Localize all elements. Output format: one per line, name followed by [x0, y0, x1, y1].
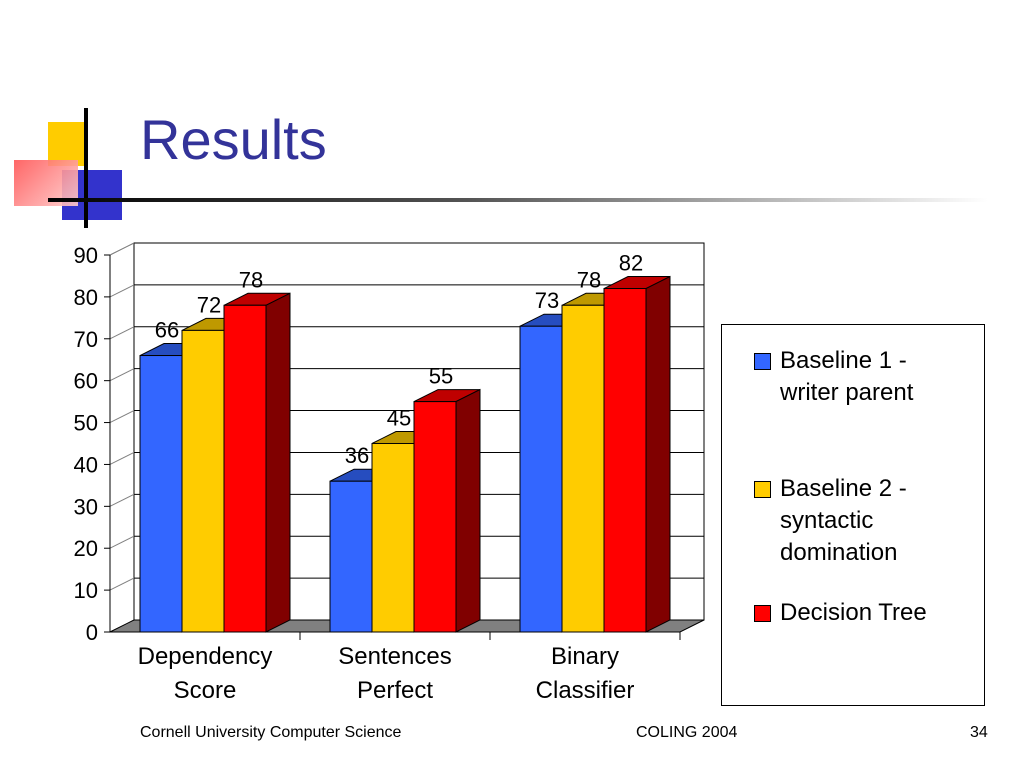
bar: [371, 443, 415, 633]
y-tick-label: 50: [74, 411, 98, 436]
bar: [223, 304, 267, 633]
data-label: 73: [535, 288, 559, 313]
legend-label-line: syntactic: [780, 507, 874, 534]
x-category-label: Binary Classifier: [536, 643, 635, 704]
y-gridline-side: [109, 493, 135, 507]
y-tick-label: 10: [74, 578, 98, 603]
footer-institution: Cornell University Computer Science: [140, 724, 402, 741]
footer-conference: COLING 2004: [636, 724, 738, 741]
x-category-label-line: Perfect: [357, 677, 433, 704]
chart-legend: Baseline 1 - writer parent Baseline 2 - syn…: [721, 324, 985, 706]
data-label: 72: [197, 292, 221, 317]
data-label: 78: [239, 267, 263, 292]
legend-item: Baseline 1 - writer parent: [754, 345, 980, 409]
x-category-label: Dependency Score: [138, 643, 273, 704]
legend-label-line: Baseline 2 -: [780, 475, 907, 502]
y-gridline-side: [109, 577, 135, 591]
y-gridline-side: [109, 451, 135, 465]
legend-label: Baseline 2 - syntactic domination: [780, 473, 980, 569]
data-label: 78: [577, 267, 601, 292]
bar: [181, 329, 225, 633]
legend-label-line: domination: [780, 539, 898, 566]
y-tick-label: 60: [74, 369, 98, 394]
bar-side: [455, 388, 481, 633]
title-divider: [48, 198, 988, 202]
y-gridline-side: [109, 368, 135, 382]
bar: [519, 325, 563, 633]
x-category-label-line: Dependency: [138, 643, 273, 670]
legend-label-line: Baseline 1 -: [780, 347, 907, 374]
bar: [139, 355, 183, 633]
legend-label-line: Decision Tree: [780, 599, 927, 626]
x-category-label: Sentences Perfect: [338, 643, 451, 704]
data-label: 45: [387, 406, 411, 431]
bar: [413, 401, 457, 633]
legend-label-line: writer parent: [780, 379, 914, 406]
data-label: 55: [429, 364, 453, 389]
y-tick-label: 40: [74, 452, 98, 477]
y-tick-label: 0: [86, 620, 98, 645]
x-category-label-line: Binary: [551, 643, 619, 670]
y-gridline-side: [109, 284, 135, 298]
y-tick-label: 20: [74, 536, 98, 561]
y-gridline-side: [109, 242, 135, 256]
legend-label: Decision Tree: [780, 597, 980, 629]
bar: [329, 480, 373, 633]
data-label: 66: [155, 318, 179, 343]
y-tick-label: 90: [74, 243, 98, 268]
x-category-label-line: Sentences: [338, 643, 451, 670]
legend-swatch: [754, 605, 771, 622]
data-label: 36: [345, 443, 369, 468]
data-label: 82: [619, 251, 643, 276]
legend-item: Decision Tree: [754, 597, 980, 629]
bar-side: [645, 275, 671, 633]
chart-side-wall: [109, 242, 135, 633]
x-category-label-line: Score: [174, 677, 237, 704]
y-gridline-side: [109, 410, 135, 424]
y-tick-label: 70: [74, 327, 98, 352]
y-gridline-side: [109, 326, 135, 340]
legend-swatch: [754, 353, 771, 370]
y-tick-label: 30: [74, 494, 98, 519]
legend-label: Baseline 1 - writer parent: [780, 345, 980, 409]
bar: [561, 304, 605, 633]
x-category-label-line: Classifier: [536, 677, 635, 704]
legend-swatch: [754, 481, 771, 498]
y-tick-label: 80: [74, 285, 98, 310]
y-gridline-side: [109, 535, 135, 549]
legend-item: Baseline 2 - syntactic domination: [754, 473, 980, 569]
bar: [603, 288, 647, 633]
slide-title: Results: [140, 108, 327, 171]
footer-page-number: 34: [970, 724, 988, 741]
bar-side: [265, 292, 291, 633]
